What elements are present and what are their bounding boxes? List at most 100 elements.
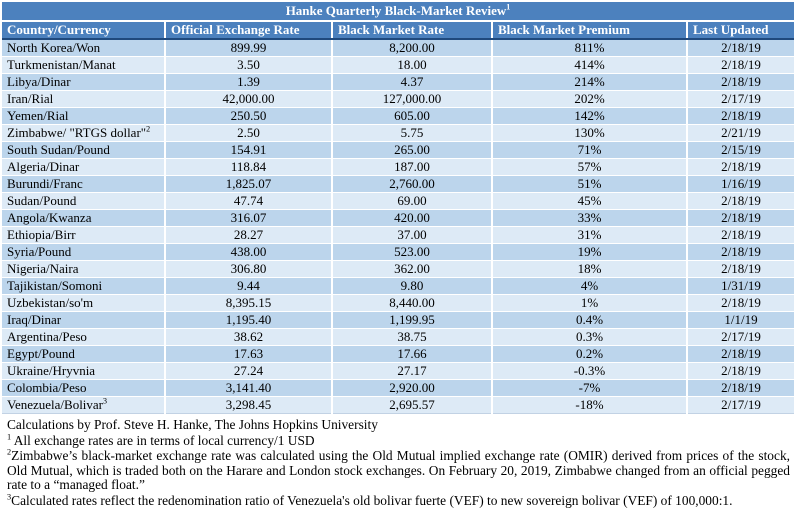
black-market-rate-cell: 187.00 [332,158,493,176]
table-row: Iraq/Dinar 1,195.40 1,199.95 0.4% 1/1/19 [2,311,795,329]
table-row: Ukraine/Hryvnia 27.24 27.17 -0.3% 2/18/19 [2,362,795,380]
black-market-rate-cell: 265.00 [332,141,493,159]
table-row: Uzbekistan/so'm 8,395.15 8,440.00 1% 2/18/19 [2,294,795,312]
black-market-rate-cell: 127,000.00 [332,90,493,108]
last-updated-cell: 2/15/19 [687,141,795,159]
black-market-rate-cell: 37.00 [332,226,493,244]
table-row: North Korea/Won 899.99 8,200.00 811% 2/18/19 [2,39,795,57]
black-market-premium-cell: 1% [492,294,688,312]
country-currency-text: Algeria/Dinar [7,159,80,174]
black-market-premium-cell: 18% [492,260,688,278]
official-exchange-rate-cell: 8,395.15 [165,294,333,312]
table-body: North Korea/Won 899.99 8,200.00 811% 2/18/19… [2,39,795,414]
official-exchange-rate-cell: 306.80 [165,260,333,278]
table-header-row: Country/Currency Official Exchange Rate … [2,21,795,40]
country-currency-cell: Colombia/Peso [2,379,166,397]
last-updated-cell: 1/16/19 [687,175,795,193]
black-market-premium-cell: 142% [492,107,688,125]
last-updated-cell: 2/18/19 [687,294,795,312]
table-row: Syria/Pound 438.00 523.00 19% 2/18/19 [2,243,795,261]
country-currency-cell: Iran/Rial [2,90,166,108]
black-market-rate-cell: 2,920.00 [332,379,493,397]
last-updated-cell: 2/18/19 [687,56,795,74]
black-market-rate-cell: 362.00 [332,260,493,278]
table-row: Algeria/Dinar 118.84 187.00 57% 2/18/19 [2,158,795,176]
footnote-2: 2Zimbabwe’s black-market exchange rate w… [7,447,790,493]
official-exchange-rate-cell: 42,000.00 [165,90,333,108]
country-currency-text: Yemen/Rial [7,108,69,123]
official-exchange-rate-cell: 438.00 [165,243,333,261]
black-market-premium-cell: 51% [492,175,688,193]
last-updated-cell: 2/18/19 [687,192,795,210]
last-updated-cell: 1/1/19 [687,311,795,329]
black-market-rate-cell: 1,199.95 [332,311,493,329]
official-exchange-rate-cell: 899.99 [165,39,333,57]
footnote-2-marker: 2 [7,447,12,457]
column-header-country-currency: Country/Currency [2,21,166,40]
official-exchange-rate-cell: 118.84 [165,158,333,176]
table-title-row: Hanke Quarterly Black-Market Review1 [2,2,795,22]
black-market-rate-cell: 5.75 [332,124,493,142]
official-exchange-rate-cell: 3,298.45 [165,396,333,414]
table-row: Yemen/Rial 250.50 605.00 142% 2/18/19 [2,107,795,125]
country-currency-text: Uzbekistan/so'm [7,295,94,310]
black-market-rate-cell: 420.00 [332,209,493,227]
official-exchange-rate-cell: 316.07 [165,209,333,227]
table-row: Turkmenistan/Manat 3.50 18.00 414% 2/18/19 [2,56,795,74]
black-market-premium-cell: -0.3% [492,362,688,380]
country-currency-cell: Argentina/Peso [2,328,166,346]
black-market-rate-cell: 17.66 [332,345,493,363]
last-updated-cell: 2/18/19 [687,107,795,125]
black-market-rate-cell: 523.00 [332,243,493,261]
country-currency-text: Nigeria/Naira [7,261,79,276]
column-header-official-exchange-rate: Official Exchange Rate [165,21,333,40]
last-updated-cell: 2/18/19 [687,39,795,57]
country-currency-text: Tajikistan/Somoni [7,278,103,293]
country-currency-cell: Ethiopia/Birr [2,226,166,244]
black-market-premium-cell: 4% [492,277,688,295]
footnote-2-text: Zimbabwe’s black-market exchange rate wa… [7,448,790,493]
country-currency-cell: Egypt/Pound [2,345,166,363]
last-updated-cell: 2/18/19 [687,362,795,380]
black-market-rate-cell: 69.00 [332,192,493,210]
country-currency-text: Turkmenistan/Manat [7,57,116,72]
official-exchange-rate-cell: 9.44 [165,277,333,295]
last-updated-cell: 2/18/19 [687,226,795,244]
black-market-rate-cell: 38.75 [332,328,493,346]
country-currency-text: Ethiopia/Birr [7,227,76,242]
column-header-black-market-premium: Black Market Premium [492,21,688,40]
country-currency-text: Venezuela/Bolivar [7,397,104,412]
table-row: Angola/Kwanza 316.07 420.00 33% 2/18/19 [2,209,795,227]
country-currency-cell: North Korea/Won [2,39,166,57]
title-footnote-marker: 1 [506,2,511,12]
last-updated-cell: 2/18/19 [687,379,795,397]
last-updated-cell: 1/31/19 [687,277,795,295]
last-updated-cell: 2/18/19 [687,243,795,261]
table-title-text: Hanke Quarterly Black-Market Review [285,3,507,18]
table-row: Egypt/Pound 17.63 17.66 0.2% 2/18/19 [2,345,795,363]
last-updated-cell: 2/17/19 [687,328,795,346]
footnote-1-text: All exchange rates are in terms of local… [11,432,315,448]
last-updated-cell: 2/18/19 [687,260,795,278]
black-market-premium-cell: 130% [492,124,688,142]
country-currency-cell: Uzbekistan/so'm [2,294,166,312]
country-currency-text: Colombia/Peso [7,380,87,395]
last-updated-cell: 2/18/19 [687,209,795,227]
official-exchange-rate-cell: 250.50 [165,107,333,125]
table-row: Nigeria/Naira 306.80 362.00 18% 2/18/19 [2,260,795,278]
black-market-premium-cell: 19% [492,243,688,261]
country-footnote-marker: 3 [103,396,108,406]
black-market-premium-cell: 414% [492,56,688,74]
table-row: Libya/Dinar 1.39 4.37 214% 2/18/19 [2,73,795,91]
black-market-premium-cell: 33% [492,209,688,227]
column-header-last-updated: Last Updated [687,21,795,40]
table-row: Iran/Rial 42,000.00 127,000.00 202% 2/17/19 [2,90,795,108]
table-row: Burundi/Franc 1,825.07 2,760.00 51% 1/16/19 [2,175,795,193]
black-market-premium-cell: 31% [492,226,688,244]
country-currency-cell: Turkmenistan/Manat [2,56,166,74]
country-footnote-marker: 2 [146,124,151,134]
black-market-rate-cell: 4.37 [332,73,493,91]
last-updated-cell: 2/17/19 [687,396,795,414]
last-updated-cell: 2/17/19 [687,90,795,108]
